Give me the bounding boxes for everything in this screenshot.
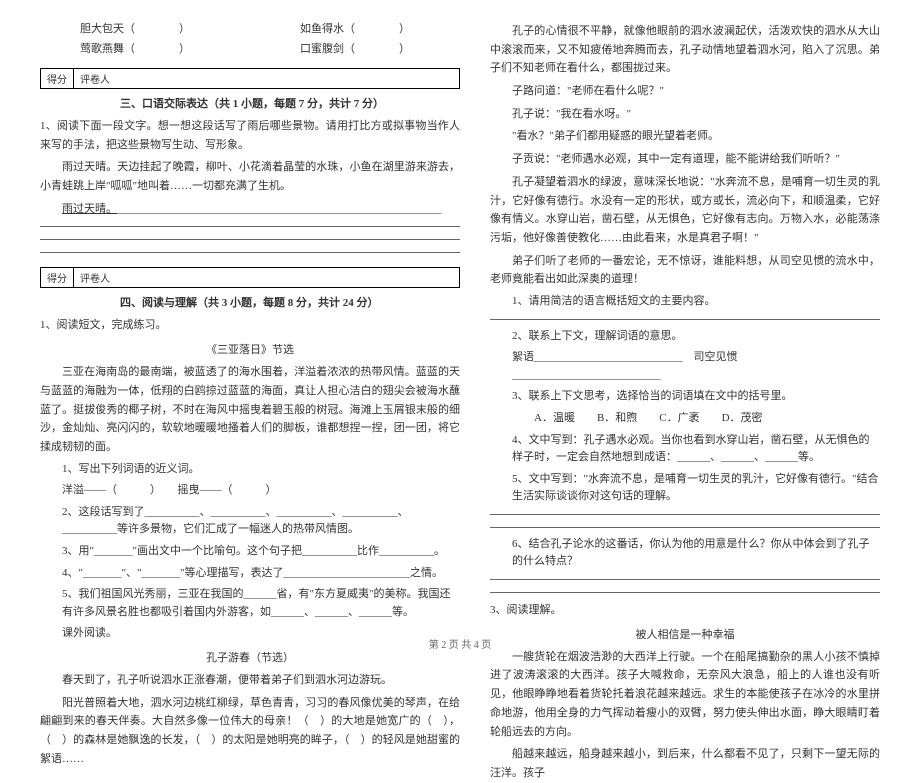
r-p5: 子贡说："老师遇水必观，其中一定有道理，能不能讲给我们听听？": [490, 150, 880, 169]
blank-line: [40, 226, 460, 227]
section-4-title: 四、阅读与理解（共 3 小题，每题 8 分，共计 24 分）: [40, 294, 460, 310]
idiom-row: 莺歌燕舞（ ） 口蜜腹剑（ ）: [40, 40, 460, 56]
r-read: 3、阅读理解。: [490, 601, 880, 620]
blank-line: [40, 239, 460, 240]
score-label: 得分: [41, 268, 74, 287]
q3-body: 雨过天晴。天边挂起了晚霞，柳叶、小花滴着晶莹的水珠，小鱼在湖里游来游去，小青蛙跳…: [40, 158, 460, 195]
a1-q6: 课外阅读。: [40, 625, 460, 643]
article1-body: 三亚在海南岛的最南端，被蓝透了的海水围着，洋溢着浓浓的热带风情。蓝蓝的天与蓝蓝的…: [40, 363, 460, 456]
q3-1: 1、阅读下面一段文字。想一想这段话写了雨后哪些景物。请用打比方或拟事物当作人来写…: [40, 117, 460, 154]
r-q1: 1、请用简洁的语言概括短文的主要内容。: [490, 293, 880, 311]
a1-q2: 2、这段话写到了__________、__________、__________…: [40, 504, 460, 539]
blank-line: [490, 592, 880, 593]
r-q5: 5、文中写到："水奔流不息，是哺育一切生灵的乳汁，它好像有德行。"结合生活实际谈…: [490, 471, 880, 506]
a1-q5: 5、我们祖国风光秀丽，三亚在我国的______省，有"东方夏威夷"的美称。我国还…: [40, 586, 460, 621]
section-3-title: 三、口语交际表达（共 1 小题，每题 7 分，共计 7 分）: [40, 95, 460, 111]
r-q2a: 絮语___________________________ 司空见惯______…: [490, 349, 880, 384]
score-box: 得分 评卷人: [40, 267, 460, 288]
article3-p2: 船越来越远，船身越来越小，到后来，什么都看不见了，只剩下一望无际的汪洋。孩子: [490, 745, 880, 782]
blank-line: [490, 527, 880, 528]
blank-line: [490, 579, 880, 580]
idiom-b: 如鱼得水（ ）: [300, 20, 460, 36]
a1-q3: 3、用"_______"画出文中一个比喻句。这个句子把__________比作_…: [40, 543, 460, 561]
r-q3: 3、联系上下文思考，选择恰当的词语填在文中的括号里。: [490, 388, 880, 406]
r-q4: 4、文中写到：孔子遇水必观。当你也看到水穿山岩，凿石壁，从无惧色的样子时，一定会…: [490, 432, 880, 467]
article1-title: 《三亚落日》节选: [40, 341, 460, 357]
q3-lead: 雨过天晴。___________________________________…: [40, 200, 460, 219]
article2-title: 孔子游春（节选）: [40, 649, 460, 665]
q4-1: 1、阅读短文，完成练习。: [40, 316, 460, 335]
r-p2: 子路问道："老师在看什么呢？": [490, 82, 880, 101]
grader-label: 评卷人: [74, 268, 116, 287]
a1-q1: 1、写出下列词语的近义词。: [40, 461, 460, 479]
article3-p1: 一艘货轮在烟波浩渺的大西洋上行驶。一个在船尾搞勤杂的黑人小孩不慎掉进了波涛滚滚的…: [490, 648, 880, 741]
a1-q4: 4、"_______"、"_______"等心理描写，表达了__________…: [40, 565, 460, 583]
score-label: 得分: [41, 69, 74, 88]
score-box: 得分 评卷人: [40, 68, 460, 89]
right-column: 孔子的心情很不平静，就像他眼前的泗水波澜起伏，活泼欢快的泗水从大山中滚滚而来，又…: [490, 20, 880, 620]
r-p6: 孔子凝望着泗水的绿波，意味深长地说："水奔流不息，是哺育一切生灵的乳汁，它好像有…: [490, 173, 880, 248]
article2-p2: 阳光普照着大地，泗水河边桃红柳绿，草色青青，习习的春风像优美的琴声，在给翩翩到来…: [40, 694, 460, 769]
article3-title: 被人相信是一种幸福: [490, 626, 880, 642]
r-q6: 6、结合孔子论水的这番话，你认为他的用意是什么？你从中体会到了孔子的什么特点？: [490, 536, 880, 571]
r-p1: 孔子的心情很不平静，就像他眼前的泗水波澜起伏，活泼欢快的泗水从大山中滚滚而来，又…: [490, 22, 880, 78]
blank-line: [490, 514, 880, 515]
r-p4: "看水？"弟子们都用疑惑的眼光望着老师。: [490, 127, 880, 146]
idiom-row: 胆大包天（ ） 如鱼得水（ ）: [40, 20, 460, 36]
grader-label: 评卷人: [74, 69, 116, 88]
r-p7: 弟子们听了老师的一番宏论，无不惊讶，谁能料想，从司空见惯的流水中，老师竟能看出如…: [490, 252, 880, 289]
r-q2: 2、联系上下文，理解词语的意思。: [490, 328, 880, 346]
lead-text: 雨过天晴。: [62, 203, 117, 215]
r-p3: 孔子说："我在看水呀。": [490, 105, 880, 124]
r-q3-opts: A．温暖 B．和煦 C．广袤 D．茂密: [490, 410, 880, 428]
article2-p1: 春天到了，孔子听说泗水正涨春潮，便带着弟子们到泗水河边游玩。: [40, 671, 460, 690]
idiom-b: 口蜜腹剑（ ）: [300, 40, 460, 56]
a1-q1-blank: 洋溢——（ ） 摇曳——（ ）: [40, 482, 460, 500]
idiom-a: 胆大包天（ ）: [80, 20, 240, 36]
left-column: 胆大包天（ ） 如鱼得水（ ） 莺歌燕舞（ ） 口蜜腹剑（ ） 得分 评卷人 三…: [40, 20, 460, 620]
idiom-a: 莺歌燕舞（ ）: [80, 40, 240, 56]
blank-line: [490, 319, 880, 320]
blank-line: [40, 252, 460, 253]
